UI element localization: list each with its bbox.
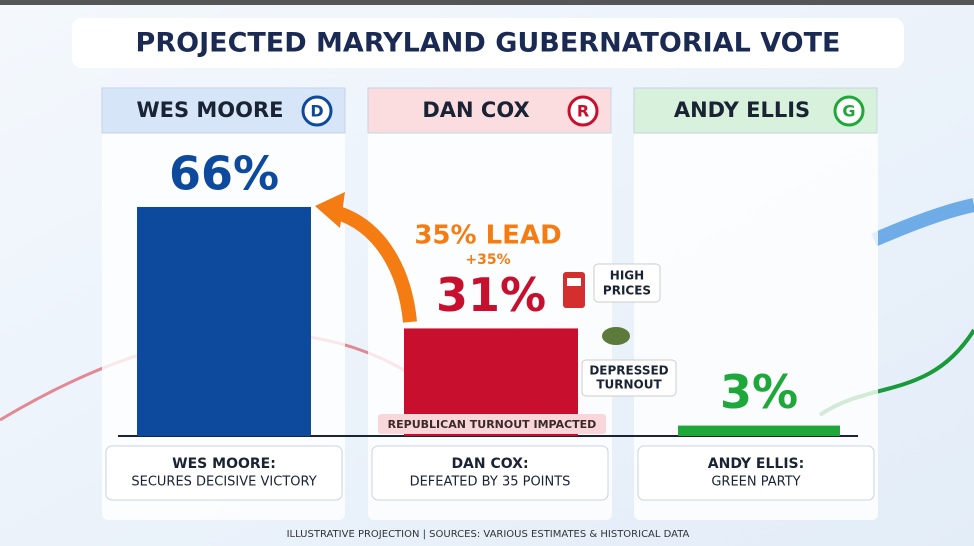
top-strip [0, 0, 974, 5]
caption-text: GREEN PARTY [711, 475, 800, 490]
party-badge [833, 95, 865, 127]
note-box [593, 263, 661, 303]
caption-box [637, 445, 875, 501]
caption-title: ANDY ELLIS: [708, 456, 804, 472]
fuel-icon [563, 272, 585, 308]
lead-change: +35% [465, 252, 510, 268]
party-letter: G [842, 102, 855, 121]
high-prices: PRICES [603, 284, 651, 298]
caption-title: WES MOORE: [172, 456, 276, 472]
turnout-note: REPUBLICAN TURNOUT IMPACTED [388, 418, 597, 431]
party-letter: D [310, 102, 323, 121]
candidate-name: ANDY ELLIS [674, 98, 810, 122]
party-letter: R [577, 102, 589, 121]
candidate-name: DAN COX [422, 98, 529, 122]
high-prices: HIGH [610, 269, 644, 283]
helmet-icon [602, 327, 630, 345]
value-label: 66% [169, 146, 279, 200]
value-label: 31% [436, 268, 546, 322]
note-box [378, 414, 606, 434]
lead-annotation: 35% LEAD [414, 221, 561, 251]
note-box [581, 359, 677, 397]
depressed-turnout: DEPRESSED [589, 364, 668, 378]
bar [678, 425, 840, 436]
caption-text: SECURES DECISIVE VICTORY [131, 475, 316, 490]
caption-text: DEFEATED BY 35 POINTS [410, 475, 571, 490]
caption-title: DAN COX: [451, 456, 528, 472]
bar [137, 206, 311, 436]
fuel-icon [567, 278, 581, 286]
caption-box [371, 445, 609, 501]
party-badge [567, 95, 599, 127]
panel [634, 88, 878, 520]
caption-box [105, 445, 343, 501]
party-badge [301, 95, 333, 127]
lead-arrow [332, 205, 417, 323]
decor-swoosh [871, 198, 974, 247]
candidate-name: WES MOORE [136, 98, 283, 122]
title-box [72, 18, 904, 68]
source-note: ILLUSTRATIVE PROJECTION | SOURCES: VARIO… [287, 529, 690, 540]
chart-title: PROJECTED MARYLAND GUBERNATORIAL VOTE [136, 28, 841, 59]
value-label: 3% [720, 365, 798, 419]
lead-arrow-head [315, 192, 345, 228]
depressed-turnout: TURNOUT [596, 378, 662, 392]
